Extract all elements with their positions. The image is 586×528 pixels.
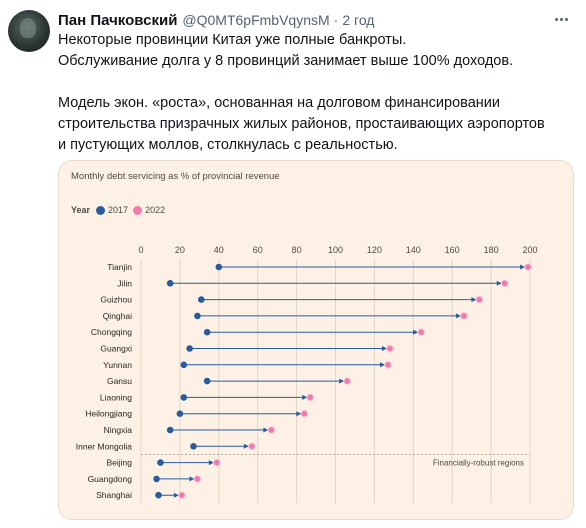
tweet-header: Пан Пачковский @Q0MT6pFmbVqynsM · 2 год bbox=[58, 10, 374, 30]
category-label: Shanghai bbox=[96, 490, 132, 500]
connector-arrowhead bbox=[381, 346, 387, 351]
author-name[interactable]: Пан Пачковский bbox=[58, 11, 178, 29]
separator-dot: · bbox=[333, 12, 339, 28]
point-2017 bbox=[176, 410, 184, 417]
connector-arrowhead bbox=[243, 443, 249, 449]
point-2017 bbox=[186, 345, 193, 352]
point-2022 bbox=[267, 426, 276, 434]
point-2022 bbox=[386, 344, 394, 353]
point-2017 bbox=[203, 377, 211, 385]
category-label: Jilin bbox=[117, 278, 132, 288]
chart-legend: Year 2017 2022 bbox=[71, 205, 170, 215]
point-2017 bbox=[194, 312, 201, 320]
connector-arrowhead bbox=[302, 394, 308, 400]
point-2022 bbox=[460, 312, 468, 320]
connector-arrowhead bbox=[380, 362, 386, 368]
point-2022 bbox=[524, 263, 532, 271]
point-2022 bbox=[193, 475, 202, 483]
point-2017 bbox=[157, 459, 164, 466]
connector-arrowhead bbox=[471, 297, 477, 303]
category-label: Tianjin bbox=[107, 262, 132, 272]
tweet-text-line: Модель экон. «роста», основанная на долг… bbox=[58, 95, 500, 111]
connector-arrowhead bbox=[296, 411, 302, 417]
robust-regions-annotation: Financially-robust regions bbox=[433, 458, 524, 467]
category-label: Guizhou bbox=[100, 295, 132, 305]
more-options-icon[interactable] bbox=[550, 8, 572, 30]
point-2022 bbox=[343, 377, 351, 385]
dumbbell-chart: 0 20 40 60 80 100 120 140 160 180 200 Financially-r… bbox=[76, 245, 538, 504]
tweet-timestamp[interactable]: 2 год bbox=[342, 12, 375, 28]
x-tick-label: 160 bbox=[445, 245, 460, 255]
point-2022 bbox=[417, 328, 425, 336]
x-tick-label: 100 bbox=[328, 245, 343, 255]
point-2017 bbox=[166, 426, 174, 434]
category-label: Qinghai bbox=[103, 311, 132, 321]
legend-title: Year bbox=[71, 205, 91, 215]
point-2022 bbox=[500, 279, 509, 288]
connector-arrowhead bbox=[208, 460, 214, 466]
point-2017 bbox=[153, 475, 160, 483]
x-tick-label: 180 bbox=[484, 245, 499, 255]
point-2017 bbox=[166, 280, 174, 287]
connector-arrowhead bbox=[339, 378, 345, 384]
tweet-text: Некоторые провинции Китая уже полные бан… bbox=[58, 30, 578, 156]
legend-label-2017: 2017 bbox=[108, 205, 129, 215]
point-2022 bbox=[306, 393, 315, 402]
point-2017 bbox=[180, 361, 188, 369]
point-2022 bbox=[384, 361, 392, 369]
chart-title: Monthly debt servicing as % of provincia… bbox=[71, 171, 280, 182]
author-handle[interactable]: @Q0MT6pFmbVqynsM bbox=[182, 12, 330, 28]
legend-swatch-2017 bbox=[96, 205, 106, 215]
tweet-text-line: Обслуживание долга у 8 провинций занимае… bbox=[58, 53, 514, 69]
point-2017 bbox=[203, 328, 211, 336]
connector-arrowhead bbox=[189, 476, 195, 482]
category-label: Yunnan bbox=[103, 360, 132, 370]
avatar[interactable] bbox=[8, 10, 50, 52]
tweet-text-line: строительства призрачных жилых районов, … bbox=[58, 116, 545, 132]
chart-image[interactable]: Monthly debt servicing as % of provincia… bbox=[58, 160, 574, 520]
legend-item-2022: 2022 bbox=[133, 205, 165, 215]
point-2022 bbox=[300, 409, 309, 418]
category-label: Ningxia bbox=[104, 425, 133, 435]
point-2017 bbox=[215, 263, 223, 271]
connector-arrowhead bbox=[520, 264, 526, 270]
x-tick-label: 60 bbox=[253, 245, 263, 255]
x-tick-label: 140 bbox=[406, 245, 421, 255]
connector-arrowhead bbox=[413, 329, 419, 335]
category-label: Inner Mongolia bbox=[76, 441, 133, 451]
category-label: Gansu bbox=[107, 376, 132, 386]
legend-item-2017: 2017 bbox=[96, 205, 128, 215]
x-tick-label: 120 bbox=[367, 245, 382, 255]
x-tick-label: 40 bbox=[214, 245, 224, 255]
point-2022 bbox=[248, 442, 256, 451]
category-label: Heilongjiang bbox=[85, 409, 132, 419]
x-tick-label: 20 bbox=[175, 245, 185, 255]
point-2017 bbox=[197, 296, 205, 303]
point-2022 bbox=[213, 458, 221, 467]
category-label: Chongqing bbox=[91, 327, 132, 337]
tweet-text-line: и пустующих моллов, столкнулась с реальн… bbox=[58, 137, 398, 153]
tweet-text-line: Некоторые провинции Китая уже полные бан… bbox=[58, 32, 407, 48]
point-2017 bbox=[155, 491, 162, 499]
connector-arrowhead bbox=[496, 280, 502, 286]
connector-arrowhead bbox=[455, 313, 461, 319]
legend-label-2022: 2022 bbox=[145, 205, 166, 215]
legend-swatch-2022 bbox=[133, 205, 143, 215]
x-tick-label: 0 bbox=[138, 245, 143, 255]
connector-arrowhead bbox=[263, 427, 269, 433]
x-tick-label: 200 bbox=[522, 245, 537, 255]
category-label: Guangdong bbox=[88, 474, 133, 484]
point-2022 bbox=[178, 491, 186, 500]
category-label: Liaoning bbox=[100, 392, 132, 402]
point-2017 bbox=[180, 394, 188, 401]
category-label: Beijing bbox=[106, 458, 132, 468]
connector-arrowhead bbox=[173, 492, 179, 498]
category-label: Guangxi bbox=[100, 344, 132, 354]
point-2022 bbox=[475, 295, 484, 304]
point-2017 bbox=[190, 443, 197, 450]
x-tick-label: 80 bbox=[292, 245, 302, 255]
